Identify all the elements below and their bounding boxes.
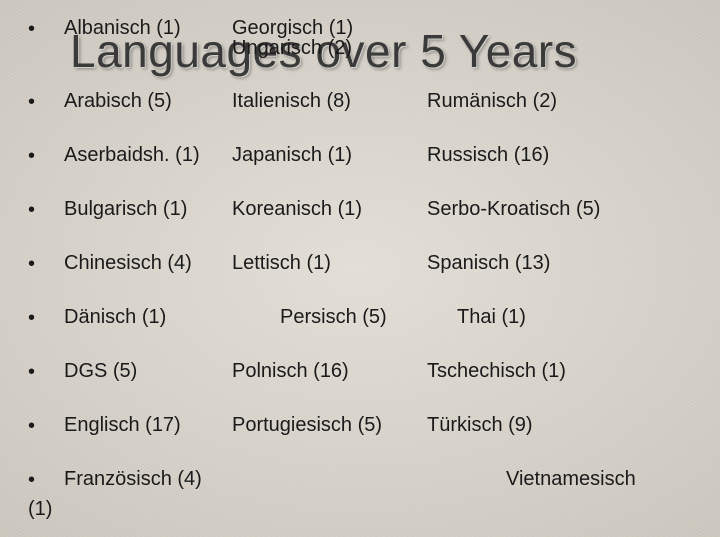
cell-col3: Türkisch (9) <box>427 415 700 435</box>
cell-col2: Polnisch (16) <box>232 361 427 381</box>
cell-col1: Albanisch (1) <box>64 18 232 58</box>
row-cells: Chinesisch (4) Lettisch (1) Spanisch (13… <box>64 253 700 273</box>
list-row: • DGS (5) Polnisch (16) Tschechisch (1) <box>28 361 700 382</box>
bullet-icon: • <box>28 415 64 436</box>
list-row: • Aserbaidsh. (1) Japanisch (1) Russisch… <box>28 145 700 166</box>
cell-col2: Japanisch (1) <box>232 145 427 165</box>
list-row: • Bulgarisch (1) Koreanisch (1) Serbo-Kr… <box>28 199 700 220</box>
cell-col1: Französisch (4) <box>64 469 484 489</box>
cell-col1: Chinesisch (4) <box>64 253 232 273</box>
list-row: • Französisch (4) Vietnamesisch (1) <box>28 469 700 490</box>
row-cells: Dänisch (1) Persisch (5) Thai (1) <box>64 307 700 327</box>
bullet-icon: • <box>28 199 64 220</box>
cell-col2: Koreanisch (1) <box>232 199 427 219</box>
list-row: • Englisch (17) Portugiesisch (5) Türkis… <box>28 415 700 436</box>
cell-col1: Englisch (17) <box>64 415 232 435</box>
bullet-icon: • <box>28 307 64 328</box>
cell-col2: Lettisch (1) <box>232 253 427 273</box>
row-cells: Französisch (4) Vietnamesisch (1) <box>64 469 700 489</box>
cell-col1: Arabisch (5) <box>64 91 232 111</box>
bullet-icon: • <box>28 469 64 490</box>
cell-col3: Vietnamesisch <box>484 469 700 489</box>
cell-col2: Italienisch (8) <box>232 91 427 111</box>
list-row: • Dänisch (1) Persisch (5) Thai (1) <box>28 307 700 328</box>
cell-col3: Thai (1) <box>427 307 700 327</box>
cell-col3 <box>427 18 700 58</box>
list-row: • Arabisch (5) Italienisch (8) Rumänisch… <box>28 91 700 112</box>
cell-col2: Persisch (5) <box>232 307 427 327</box>
list-row: • Chinesisch (4) Lettisch (1) Spanisch (… <box>28 253 700 274</box>
bullet-icon: • <box>28 91 64 112</box>
cell-col2: Portugiesisch (5) <box>232 415 427 435</box>
cell-col1: Dänisch (1) <box>64 307 232 327</box>
row-cells: Bulgarisch (1) Koreanisch (1) Serbo-Kroa… <box>64 199 700 219</box>
row-cells: Arabisch (5) Italienisch (8) Rumänisch (… <box>64 91 700 111</box>
language-list: • Albanisch (1) Georgisch (1) Ungarisch … <box>28 18 700 523</box>
bullet-icon: • <box>28 361 64 382</box>
row-cells: Aserbaidsh. (1) Japanisch (1) Russisch (… <box>64 145 700 165</box>
row-cells: Englisch (17) Portugiesisch (5) Türkisch… <box>64 415 700 435</box>
cell-col3: Tschechisch (1) <box>427 361 700 381</box>
wrapped-count: (1) <box>28 499 52 519</box>
bullet-icon: • <box>28 18 64 39</box>
cell-col3: Spanisch (13) <box>427 253 700 273</box>
bullet-icon: • <box>28 253 64 274</box>
cell-col3: Rumänisch (2) <box>427 91 700 111</box>
list-row: • Albanisch (1) Georgisch (1) Ungarisch … <box>28 18 700 58</box>
row-cells: Albanisch (1) Georgisch (1) Ungarisch (2… <box>64 18 700 58</box>
bullet-icon: • <box>28 145 64 166</box>
row-cells: DGS (5) Polnisch (16) Tschechisch (1) <box>64 361 700 381</box>
cell-col3: Russisch (16) <box>427 145 700 165</box>
cell-col1: Aserbaidsh. (1) <box>64 145 232 165</box>
cell-col2: Georgisch (1) Ungarisch (2) <box>232 18 427 58</box>
cell-col1: DGS (5) <box>64 361 232 381</box>
cell-col1: Bulgarisch (1) <box>64 199 232 219</box>
cell-col3: Serbo-Kroatisch (5) <box>427 199 700 219</box>
